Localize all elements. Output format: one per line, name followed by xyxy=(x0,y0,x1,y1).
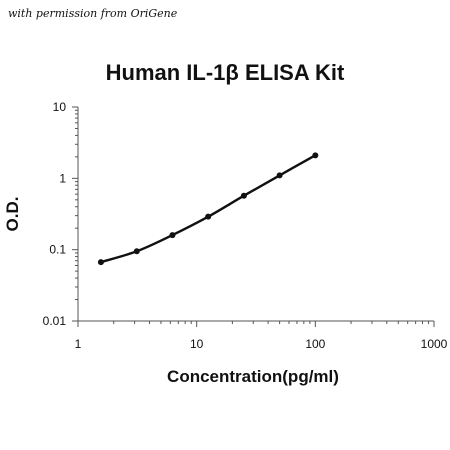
chart-title: Human IL-1β ELISA Kit xyxy=(105,60,345,85)
data-point xyxy=(169,232,176,239)
x-tick-label: 100 xyxy=(305,337,325,351)
y-axis-title: O.D. xyxy=(3,197,22,232)
data-point xyxy=(133,248,140,255)
permission-watermark: with permission from OriGene xyxy=(8,7,178,20)
data-point xyxy=(205,213,212,220)
y-tick-label: 10 xyxy=(53,100,67,114)
y-tick-label: 0.1 xyxy=(49,243,66,257)
y-tick-label: 0.01 xyxy=(43,314,67,328)
data-point xyxy=(276,172,283,179)
ticks xyxy=(72,106,435,327)
tick-labels: 1 10 100 1000 0.01 0.1 1 10 xyxy=(43,100,448,351)
data-point xyxy=(312,152,319,159)
x-axis-title: Concentration(pg/ml) xyxy=(167,367,339,386)
data-point xyxy=(97,259,104,266)
data-point xyxy=(240,192,247,199)
axes xyxy=(77,107,434,322)
x-tick-label: 1000 xyxy=(421,337,448,351)
data-points xyxy=(97,152,319,266)
standard-curve-line xyxy=(99,154,317,264)
x-tick-label: 1 xyxy=(75,337,82,351)
x-tick-label: 10 xyxy=(190,337,204,351)
y-tick-label: 1 xyxy=(59,171,66,185)
